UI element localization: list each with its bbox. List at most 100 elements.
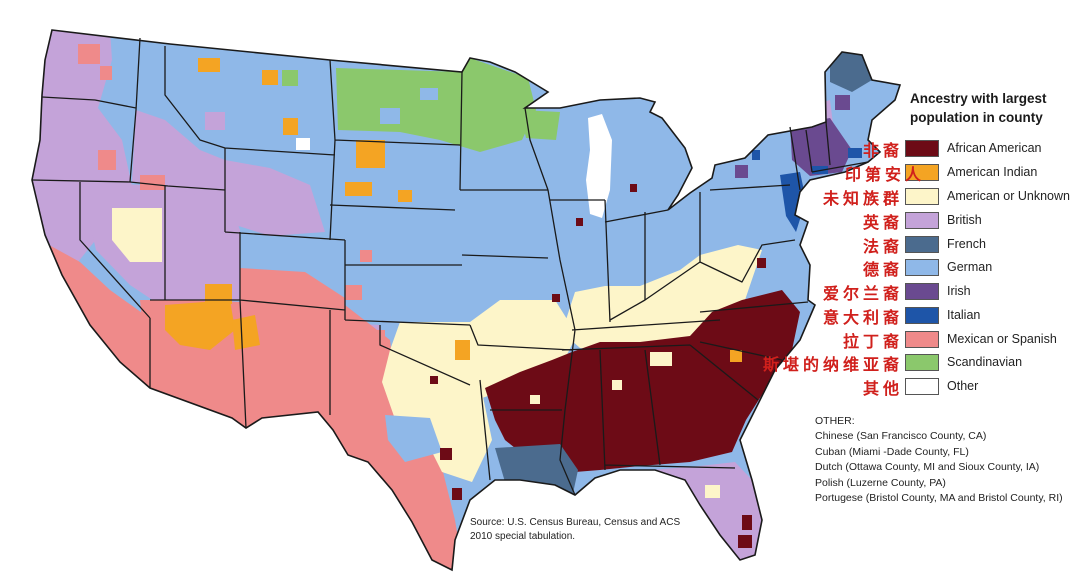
region-scandinavian-montana-spot [282, 70, 298, 86]
legend-zh-label: 拉丁裔 [842, 332, 903, 351]
legend-item-other: 其他 Other [863, 378, 1075, 398]
region-american-indian-colorado [205, 284, 232, 304]
legend-swatch [905, 378, 939, 395]
legend-zh-label: 爱尔兰裔 [822, 284, 903, 303]
legend-label: German [947, 260, 993, 274]
region-german-dakota-spot-2 [420, 88, 438, 100]
legend-swatch [905, 283, 939, 300]
legend-title: Ancestry with largest population in coun… [910, 89, 1078, 127]
region-scandinavian-wisconsin [520, 110, 560, 140]
region-american-spot [705, 485, 720, 498]
legend-zh-label: 印第安人 [844, 165, 925, 184]
legend-zh-label: 其他 [862, 379, 903, 398]
region-german-dakota-spot [380, 108, 400, 124]
region-american-indian-south-dakota-3 [398, 190, 412, 202]
legend-title-line2: population in county [910, 110, 1043, 125]
region-british-florida [650, 462, 762, 560]
legend-swatch [905, 164, 939, 181]
region-african-american-spot [452, 488, 462, 500]
region-french-maine [830, 52, 872, 92]
legend-zh-label: 斯堪的纳维亚裔 [762, 355, 903, 374]
region-other-montana-spot [296, 138, 310, 150]
legend-item-german: 德裔 German [863, 259, 1075, 279]
legend-item-african-american: 非裔 African American [863, 140, 1075, 160]
legend-label: Irish [947, 284, 971, 298]
legend-swatch [905, 188, 939, 205]
region-mexican-oklahoma-spot [360, 330, 385, 345]
other-ancestry-notes: OTHER: Chinese (San Francisco County, CA… [815, 414, 1077, 506]
other-note-line: Cuban (Miami -Dade County, FL) [815, 445, 969, 458]
legend-title-line1: Ancestry with largest [910, 91, 1047, 106]
other-note-line: Chinese (San Francisco County, CA) [815, 430, 987, 443]
legend-label: French [947, 237, 986, 251]
region-american-indian-montana-3 [283, 118, 298, 135]
region-american-indian-south-dakota-1 [356, 140, 385, 168]
legend-item-american-indian: 印第安人 American Indian [845, 164, 1075, 184]
region-mexican-oregon-spot [98, 150, 116, 170]
region-african-american-spot [430, 376, 438, 384]
source-line2: 2010 special tabulation. [470, 531, 576, 542]
legend-zh-label: 英裔 [862, 213, 903, 232]
region-italian-rhode-island-spot [848, 148, 862, 158]
region-italian-new-york-spot [752, 150, 760, 160]
legend-label: African American [947, 141, 1042, 155]
region-mexican-california [40, 240, 158, 400]
legend-item-scandinavian: 斯堪的纳维亚裔 Scandinavian [763, 354, 1075, 374]
region-mexican-kansas-spot [345, 285, 362, 300]
legend-label: American Indian [947, 165, 1038, 179]
state-borders [31, 37, 869, 496]
region-african-american-spot [738, 535, 752, 548]
region-german-texas-hill-country [385, 415, 442, 462]
region-american-indian-oklahoma [455, 340, 470, 360]
region-irish-new-england [790, 118, 852, 176]
region-british-montana-spot [205, 112, 225, 130]
legend-label: Mexican or Spanish [947, 332, 1057, 346]
region-american-spot [530, 395, 540, 404]
lake-michigan [586, 114, 612, 218]
legend-item-mexican-or-spanish: 拉丁裔 Mexican or Spanish [843, 331, 1075, 351]
region-american-indian-montana-2 [262, 70, 278, 85]
region-mexican-nebraska-spot [360, 250, 372, 262]
legend-item-british: 英裔 British [863, 212, 1075, 232]
region-american-great-basin [112, 208, 162, 262]
other-notes-heading: OTHER: [815, 415, 855, 427]
region-mexican-colorado [240, 268, 345, 310]
other-note-line: Dutch (Ottawa County, MI and Sioux Count… [815, 461, 1040, 474]
region-mexican-idaho-spot [140, 175, 165, 190]
legend-zh-label: 未知族群 [822, 189, 903, 208]
region-american-indian-new-mexico [232, 315, 260, 350]
region-american-spot [650, 352, 672, 366]
region-african-american-spot [757, 258, 766, 268]
source-line1: Source: U.S. Census Bureau, Census and A… [470, 517, 681, 528]
legend-label: Scandinavian [947, 355, 1023, 369]
legend-label: American or Unknown [947, 189, 1070, 203]
other-note-line: Portugese (Bristol County, MA and Bristo… [815, 492, 1063, 505]
legend-item-french: 法裔 French [863, 236, 1075, 256]
legend-item-american-or-unknown: 未知族群 American or Unknown [823, 188, 1075, 208]
legend-swatch [905, 236, 939, 253]
legend-label: British [947, 213, 982, 227]
legend-swatch [905, 140, 939, 157]
legend-swatch [905, 307, 939, 324]
legend-zh-label: 德裔 [862, 260, 903, 279]
region-mexican-washington-spot [78, 44, 100, 64]
region-african-american-spot [552, 294, 560, 302]
region-mexican-washington-spot-2 [100, 66, 112, 80]
legend-label: Other [947, 379, 979, 393]
region-british-idaho-wyoming [132, 110, 325, 236]
region-irish-new-york-spot [735, 165, 748, 178]
legend-swatch [905, 331, 939, 348]
source-note: Source: U.S. Census Bureau, Census and A… [470, 516, 710, 544]
legend-zh-label: 法裔 [862, 237, 903, 256]
legend-swatch [905, 212, 939, 229]
legend-swatch [905, 259, 939, 276]
region-african-american-spot [440, 448, 452, 460]
region-african-american-spot [742, 515, 752, 530]
region-irish-maine-spot [835, 95, 850, 110]
legend-item-irish: 爱尔兰裔 Irish [823, 283, 1075, 303]
region-american-spot [612, 380, 622, 390]
other-note-line: Polish (Luzerne County, PA) [815, 476, 946, 489]
region-american-indian-montana-1 [198, 58, 220, 72]
